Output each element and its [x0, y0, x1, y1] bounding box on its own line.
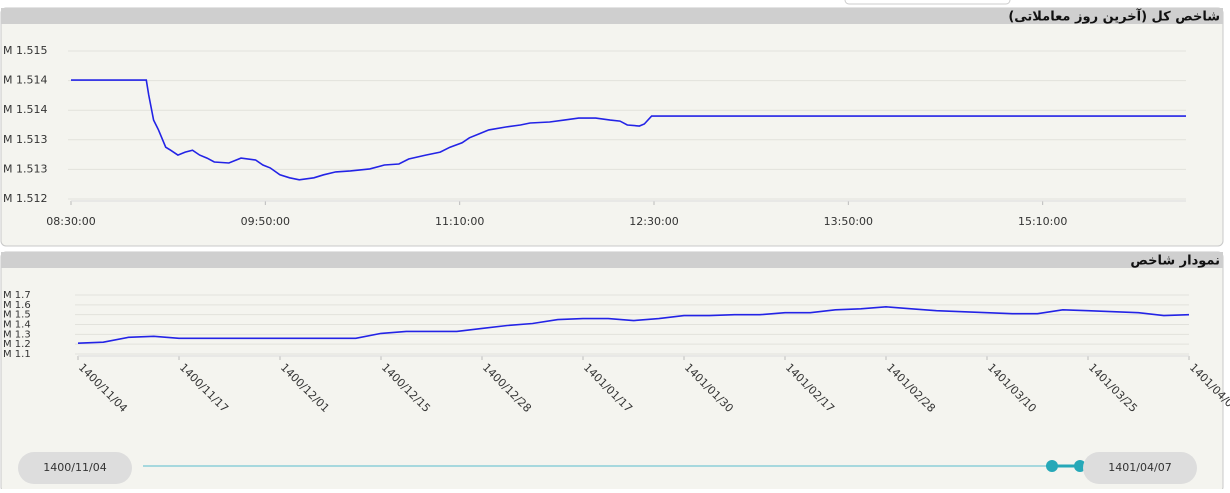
- y-tick-label: M 1.5: [3, 310, 31, 321]
- y-tick-label: M 1.514: [3, 103, 47, 116]
- x-tick-label: 15:10:00: [1018, 215, 1067, 228]
- y-tick-label: M 1.1: [3, 349, 31, 360]
- panel-header: [1, 8, 1223, 24]
- x-tick-label: 11:10:00: [435, 215, 484, 228]
- slider-handle[interactable]: [1046, 460, 1058, 472]
- panel-title: نمودار شاخص: [1130, 254, 1220, 269]
- tab: [844, 0, 1011, 5]
- x-tick-label: 13:50:00: [824, 215, 873, 228]
- range-start-label: 1400/11/04: [43, 461, 106, 474]
- y-tick-label: M 1.515: [3, 44, 47, 57]
- y-tick-label: M 1.7: [3, 290, 31, 301]
- y-tick-label: M 1.514: [3, 74, 47, 87]
- line: [71, 79, 1186, 181]
- x-tick-label: 09:50:00: [241, 215, 290, 228]
- range-end[interactable]: [1083, 452, 1197, 484]
- range-start[interactable]: [18, 452, 132, 484]
- x-tick-label: 08:30:00: [46, 215, 95, 228]
- x-tick-label: 12:30:00: [629, 215, 678, 228]
- y-tick-label: M 1.513: [3, 162, 47, 175]
- y-tick-label: M 1.6: [3, 300, 31, 311]
- y-tick-label: M 1.513: [3, 133, 47, 146]
- y-tick-label: M 1.512: [3, 192, 47, 205]
- panel-header: [1, 252, 1223, 268]
- line: [77, 305, 1190, 344]
- y-tick-label: M 1.4: [3, 320, 31, 331]
- y-tick-label: M 1.3: [3, 329, 31, 340]
- y-tick-label: M 1.2: [3, 339, 31, 350]
- range-end-label: 1401/04/07: [1108, 461, 1171, 474]
- panel-title: شاخص کل (آخرین روز معاملاتی): [1008, 8, 1220, 25]
- slider-handle[interactable]: [1074, 460, 1086, 472]
- panel: [0, 7, 1224, 247]
